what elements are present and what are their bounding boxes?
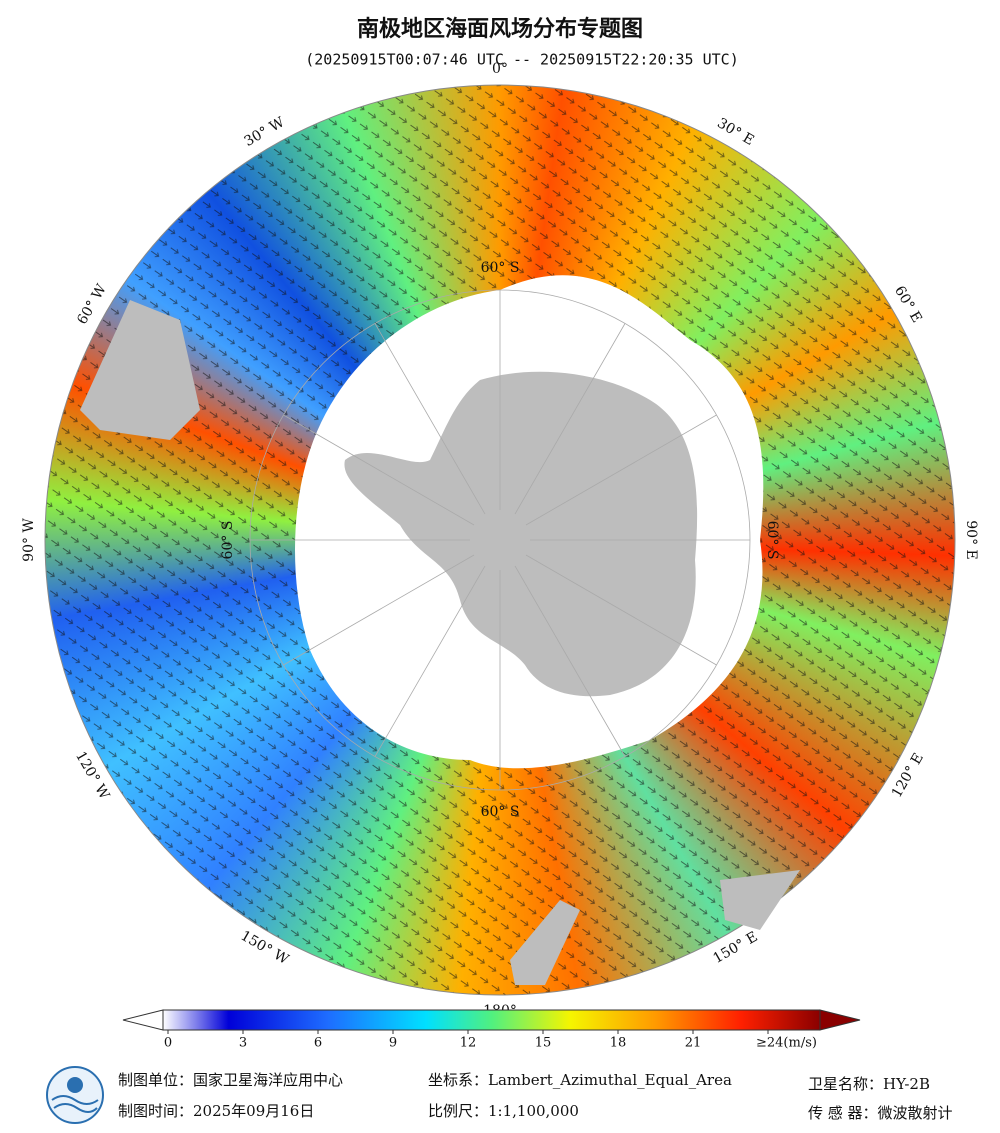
longitude-label: 90° W (21, 518, 37, 562)
parallel (249, 289, 751, 791)
longitude-label: 90° E (963, 520, 979, 559)
footer-satellite: 卫星名称：HY-2B (808, 1075, 930, 1093)
subtitle: (20250915T00:07:46 UTC -- 20250915T22:20… (305, 51, 738, 69)
antarctica (344, 371, 698, 697)
longitude-label: 0° (492, 61, 508, 77)
colorbar-tick-label: 18 (610, 1036, 627, 1051)
colorbar-tick-label: 12 (460, 1036, 477, 1051)
footer-date: 制图时间：2025年09月16日 (118, 1102, 314, 1120)
colorbar-tick-label: 6 (314, 1036, 322, 1051)
meridian (374, 323, 486, 515)
colorbar-tick-label: 15 (535, 1036, 552, 1051)
land (80, 300, 800, 985)
colorbar-tick-label: 3 (239, 1036, 247, 1051)
map-border (44, 84, 956, 996)
colorbar-under (122, 1009, 164, 1031)
logo (46, 1066, 104, 1124)
colorbar-tick-label: ≥24(m/s) (756, 1036, 817, 1051)
colorbar-tick-label: 0 (164, 1036, 172, 1051)
latitude-label: 60° S (481, 260, 520, 276)
graticule (249, 289, 751, 791)
colorbar (162, 1009, 821, 1031)
meridian (283, 554, 475, 666)
meridian (374, 565, 486, 757)
map (44, 84, 956, 996)
meridian (514, 565, 626, 757)
colorbar-tick-label: 21 (685, 1036, 702, 1051)
footer-crs: 坐标系：Lambert_Azimuthal_Equal_Area (428, 1071, 732, 1089)
footer-sensor: 传 感 器：微波散射计 (808, 1104, 953, 1122)
title: 南极地区海面风场分布专题图 (357, 16, 643, 42)
colorbar-tick-label: 9 (389, 1036, 397, 1051)
colorbar-over (819, 1009, 861, 1031)
meridian (514, 323, 626, 515)
meridian (525, 414, 717, 526)
latitude-label: 60° S (764, 521, 780, 560)
latitude-label: 60° S (220, 521, 236, 560)
meridian (283, 414, 475, 526)
footer-maker: 制图单位：国家卫星海洋应用中心 (118, 1071, 343, 1089)
footer-scale: 比例尺：1:1,100,000 (428, 1102, 579, 1120)
meridian (525, 554, 717, 666)
latitude-label: 60° S (481, 804, 520, 820)
